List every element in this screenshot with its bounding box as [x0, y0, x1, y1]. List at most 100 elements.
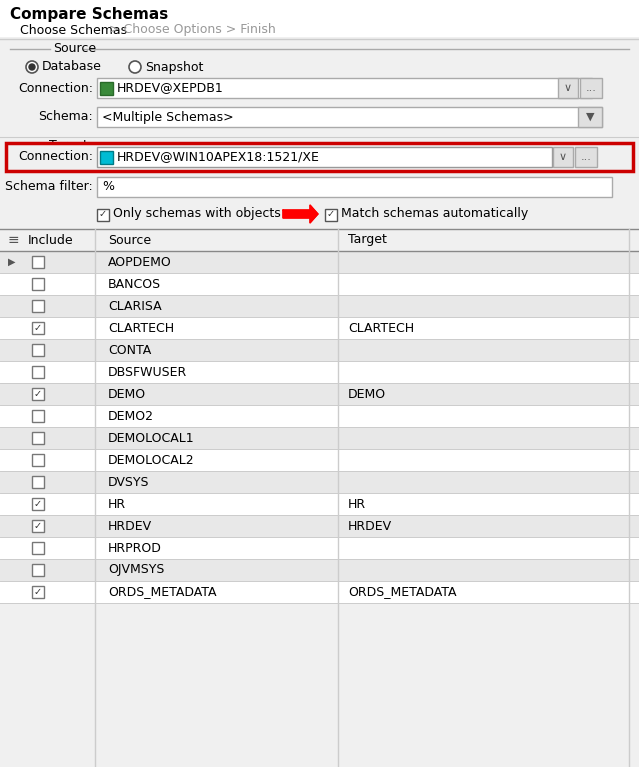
- FancyBboxPatch shape: [32, 564, 44, 576]
- Text: ≡: ≡: [8, 233, 20, 247]
- Text: HRDEV@WIN10APEX18:1521/XE: HRDEV@WIN10APEX18:1521/XE: [117, 150, 320, 163]
- FancyBboxPatch shape: [32, 520, 44, 532]
- Text: Match schemas automatically: Match schemas automatically: [341, 208, 528, 220]
- FancyBboxPatch shape: [0, 137, 639, 227]
- Text: Source: Source: [108, 233, 151, 246]
- Text: Target: Target: [348, 233, 387, 246]
- FancyBboxPatch shape: [6, 143, 633, 171]
- FancyBboxPatch shape: [32, 432, 44, 444]
- FancyBboxPatch shape: [97, 147, 552, 167]
- Text: ✓: ✓: [327, 209, 335, 219]
- FancyBboxPatch shape: [0, 581, 639, 603]
- FancyBboxPatch shape: [32, 388, 44, 400]
- FancyBboxPatch shape: [100, 151, 113, 164]
- Text: Connection:: Connection:: [18, 150, 93, 163]
- Text: DEMOLOCAL1: DEMOLOCAL1: [108, 432, 195, 445]
- Text: ...: ...: [581, 152, 592, 162]
- Text: CLARTECH: CLARTECH: [108, 321, 174, 334]
- FancyBboxPatch shape: [32, 366, 44, 378]
- Circle shape: [26, 61, 38, 73]
- FancyBboxPatch shape: [0, 361, 639, 383]
- Circle shape: [29, 64, 35, 70]
- FancyBboxPatch shape: [0, 317, 639, 339]
- Text: Schema:: Schema:: [38, 110, 93, 123]
- Text: CLARISA: CLARISA: [108, 299, 162, 312]
- FancyBboxPatch shape: [32, 410, 44, 422]
- FancyBboxPatch shape: [0, 339, 639, 361]
- Circle shape: [129, 61, 141, 73]
- Text: CLARTECH: CLARTECH: [348, 321, 414, 334]
- FancyBboxPatch shape: [32, 322, 44, 334]
- Text: DEMO: DEMO: [108, 387, 146, 400]
- FancyBboxPatch shape: [0, 383, 639, 405]
- FancyBboxPatch shape: [0, 493, 639, 515]
- Text: Only schemas with objects: Only schemas with objects: [113, 208, 281, 220]
- Text: DEMOLOCAL2: DEMOLOCAL2: [108, 453, 195, 466]
- FancyBboxPatch shape: [97, 107, 602, 127]
- Text: Database: Database: [42, 61, 102, 74]
- Text: ∨: ∨: [559, 152, 567, 162]
- FancyBboxPatch shape: [32, 300, 44, 312]
- Polygon shape: [283, 205, 318, 223]
- FancyBboxPatch shape: [0, 559, 639, 581]
- Text: BANCOS: BANCOS: [108, 278, 161, 291]
- Text: ORDS_METADATA: ORDS_METADATA: [108, 585, 217, 598]
- Text: ORDS_METADATA: ORDS_METADATA: [348, 585, 456, 598]
- Text: Connection:: Connection:: [18, 81, 93, 94]
- Text: AOPDEMO: AOPDEMO: [108, 255, 172, 268]
- FancyBboxPatch shape: [0, 449, 639, 471]
- FancyBboxPatch shape: [32, 454, 44, 466]
- FancyBboxPatch shape: [32, 476, 44, 488]
- Text: Compare Schemas: Compare Schemas: [10, 8, 168, 22]
- FancyBboxPatch shape: [97, 209, 109, 221]
- Text: ∨: ∨: [564, 83, 572, 93]
- Text: OJVMSYS: OJVMSYS: [108, 564, 164, 577]
- Text: ✓: ✓: [34, 389, 42, 399]
- FancyBboxPatch shape: [0, 273, 639, 295]
- Text: DBSFWUSER: DBSFWUSER: [108, 366, 187, 378]
- FancyBboxPatch shape: [100, 82, 113, 95]
- Text: HR: HR: [348, 498, 366, 511]
- FancyBboxPatch shape: [325, 209, 337, 221]
- Text: %: %: [102, 180, 114, 193]
- FancyBboxPatch shape: [0, 39, 639, 147]
- FancyBboxPatch shape: [0, 405, 639, 427]
- FancyBboxPatch shape: [32, 344, 44, 356]
- Text: DVSYS: DVSYS: [108, 476, 150, 489]
- FancyBboxPatch shape: [97, 177, 612, 197]
- FancyBboxPatch shape: [0, 0, 639, 37]
- FancyBboxPatch shape: [575, 147, 597, 167]
- Text: HRDEV: HRDEV: [348, 519, 392, 532]
- Text: HRPROD: HRPROD: [108, 542, 162, 555]
- FancyBboxPatch shape: [32, 278, 44, 290]
- FancyBboxPatch shape: [0, 537, 639, 559]
- Text: ✓: ✓: [34, 521, 42, 531]
- FancyBboxPatch shape: [580, 78, 602, 98]
- FancyBboxPatch shape: [32, 256, 44, 268]
- FancyBboxPatch shape: [0, 229, 639, 251]
- FancyBboxPatch shape: [32, 586, 44, 598]
- FancyBboxPatch shape: [0, 515, 639, 537]
- FancyBboxPatch shape: [0, 471, 639, 493]
- FancyBboxPatch shape: [32, 498, 44, 510]
- Text: Target: Target: [49, 139, 88, 152]
- Text: DEMO2: DEMO2: [108, 410, 154, 423]
- FancyBboxPatch shape: [578, 107, 602, 127]
- Text: ✓: ✓: [34, 499, 42, 509]
- Text: HR: HR: [108, 498, 126, 511]
- FancyBboxPatch shape: [0, 427, 639, 449]
- FancyBboxPatch shape: [97, 78, 592, 98]
- Text: Source: Source: [53, 42, 96, 55]
- Text: ▼: ▼: [586, 112, 594, 122]
- Text: Include: Include: [28, 233, 73, 246]
- Text: ✓: ✓: [34, 323, 42, 333]
- Text: Choose Schemas: Choose Schemas: [20, 24, 127, 37]
- Text: ▶: ▶: [8, 257, 15, 267]
- FancyBboxPatch shape: [0, 295, 639, 317]
- Text: ✓: ✓: [99, 209, 107, 219]
- Text: CONTA: CONTA: [108, 344, 151, 357]
- Text: Schema filter:: Schema filter:: [5, 180, 93, 193]
- Text: HRDEV: HRDEV: [108, 519, 152, 532]
- FancyBboxPatch shape: [553, 147, 573, 167]
- Text: ...: ...: [585, 83, 596, 93]
